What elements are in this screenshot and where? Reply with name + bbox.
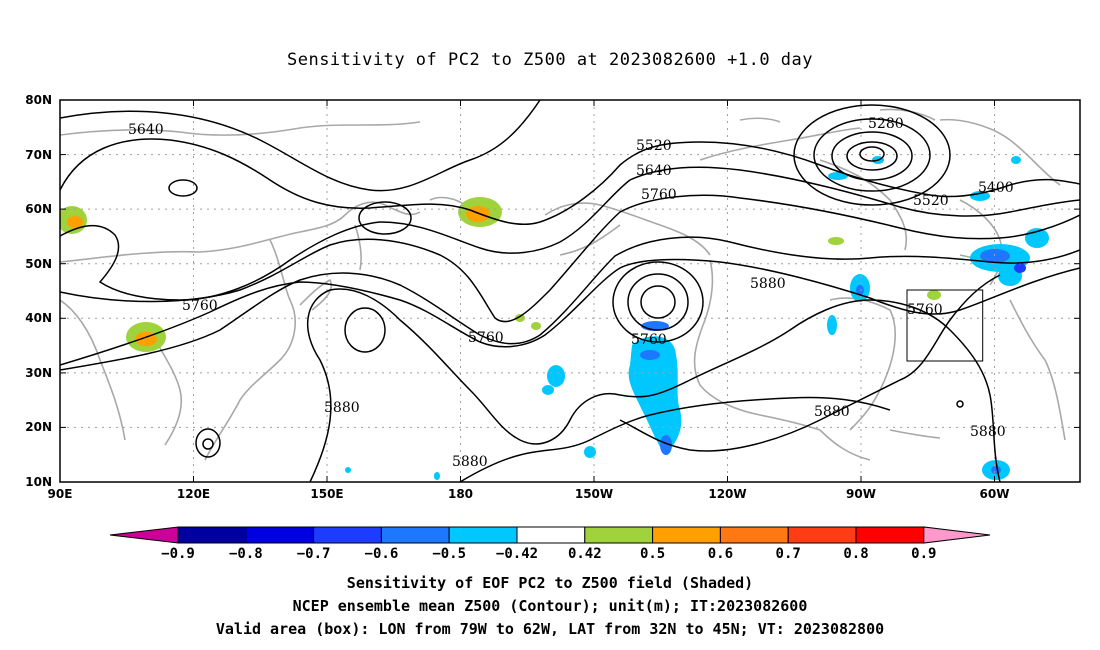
contour-label: 5880 xyxy=(970,424,1006,440)
colorbar-swatch xyxy=(516,526,586,544)
colorbar-label: −0.42 xyxy=(496,546,538,562)
colorbar-swatch xyxy=(652,526,721,544)
map-frame xyxy=(59,99,1081,483)
contour-label: 5520 xyxy=(913,193,949,209)
colorbar-arrow-low xyxy=(109,526,179,544)
longitude-labels: 90E 120E 150E 180 150W 120W 90W 60W xyxy=(48,487,1010,501)
contour-label: 5880 xyxy=(750,276,786,292)
caption-line-1: Sensitivity of EOF PC2 to Z500 field (Sh… xyxy=(346,574,754,592)
colorbar-swatch xyxy=(313,526,382,544)
colorbar-swatch xyxy=(584,526,654,544)
lon-label: 90E xyxy=(48,487,73,501)
lat-label: 10N xyxy=(25,475,52,489)
chart-title: Sensitivity of PC2 to Z500 at 2023082600… xyxy=(286,50,813,70)
contour-label: 5640 xyxy=(128,122,164,138)
lat-label: 50N xyxy=(25,257,52,271)
lat-label: 70N xyxy=(25,148,52,162)
colorbar-swatch xyxy=(177,526,247,544)
contour-label: 5760 xyxy=(631,332,667,348)
contour-label: 5760 xyxy=(468,330,504,346)
lon-label: 150E xyxy=(310,487,343,501)
latitude-labels: 80N 70N 60N 50N 40N 30N 20N 10N xyxy=(25,93,52,489)
colorbar-label: −0.6 xyxy=(365,546,399,562)
colorbar-swatch xyxy=(245,526,315,544)
contour-label: 5400 xyxy=(978,180,1014,196)
lat-label: 40N xyxy=(25,311,52,325)
colorbar-swatch xyxy=(380,526,450,544)
colorbar-label: 0.6 xyxy=(708,546,733,562)
lon-label: 180 xyxy=(448,487,473,501)
colorbar-label: 0.42 xyxy=(568,546,602,562)
colorbar-arrow-high xyxy=(923,526,991,544)
colorbar-label: 0.9 xyxy=(911,546,936,562)
colorbar-label: 0.7 xyxy=(776,546,801,562)
lat-label: 20N xyxy=(25,420,52,434)
colorbar-label: −0.7 xyxy=(297,546,331,562)
contour-label: 5760 xyxy=(641,187,677,203)
colorbar-label: 0.5 xyxy=(640,546,665,562)
colorbar-label: −0.5 xyxy=(432,546,466,562)
contour-label: 5880 xyxy=(814,404,850,420)
contour-label: 5880 xyxy=(324,400,360,416)
lon-label: 90W xyxy=(846,487,876,501)
colorbar-swatch xyxy=(855,526,925,544)
contour-label: 5640 xyxy=(636,163,672,179)
z500-contours xyxy=(60,100,1080,482)
colorbar-label: −0.9 xyxy=(161,546,195,562)
contour-label: 5280 xyxy=(868,116,904,132)
caption-line-3: Valid area (box): LON from 79W to 62W, L… xyxy=(215,620,885,638)
contour-label: 5760 xyxy=(182,298,218,314)
valid-area-box xyxy=(906,289,984,362)
lat-label: 60N xyxy=(25,202,52,216)
contour-label: 5520 xyxy=(636,138,672,154)
lon-label: 60W xyxy=(980,487,1010,501)
colorbar-swatch xyxy=(448,526,518,544)
contour-labels: 5640 5520 5640 5760 5280 5400 5520 5760 … xyxy=(128,116,1014,470)
colorbar: −0.9 −0.8 −0.7 −0.6 −0.5 −0.42 0.42 0.5 0.6 0.7 0.… xyxy=(109,526,991,562)
contour-label: 5760 xyxy=(907,302,943,318)
grid-lines xyxy=(60,100,1080,482)
caption-line-2: NCEP ensemble mean Z500 (Contour); unit(… xyxy=(292,597,808,615)
lat-label: 30N xyxy=(25,366,52,380)
tick-marks xyxy=(60,99,1080,483)
lon-label: 150W xyxy=(575,487,613,501)
lat-label: 80N xyxy=(25,93,52,107)
coastlines xyxy=(60,108,1066,461)
negative-shading xyxy=(345,156,1049,480)
colorbar-swatch xyxy=(719,526,789,544)
colorbar-label: 0.8 xyxy=(843,546,868,562)
colorbar-label: −0.8 xyxy=(229,546,263,562)
lon-label: 120E xyxy=(177,487,210,501)
lon-label: 120W xyxy=(708,487,746,501)
colorbar-swatch xyxy=(787,526,857,544)
contour-label: 5880 xyxy=(452,454,488,470)
